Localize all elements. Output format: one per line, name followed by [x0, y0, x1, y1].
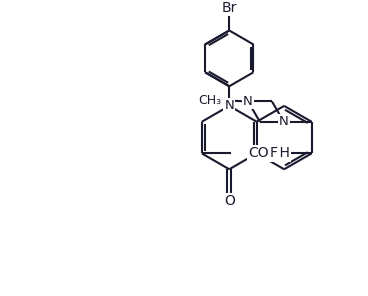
Text: N: N — [279, 115, 289, 128]
Text: COOH: COOH — [248, 147, 290, 160]
Text: Br: Br — [222, 1, 237, 15]
Text: F: F — [270, 147, 278, 160]
Text: N: N — [243, 95, 253, 108]
Text: N: N — [224, 99, 234, 112]
Text: O: O — [224, 194, 235, 208]
Text: CH₃: CH₃ — [199, 94, 222, 107]
